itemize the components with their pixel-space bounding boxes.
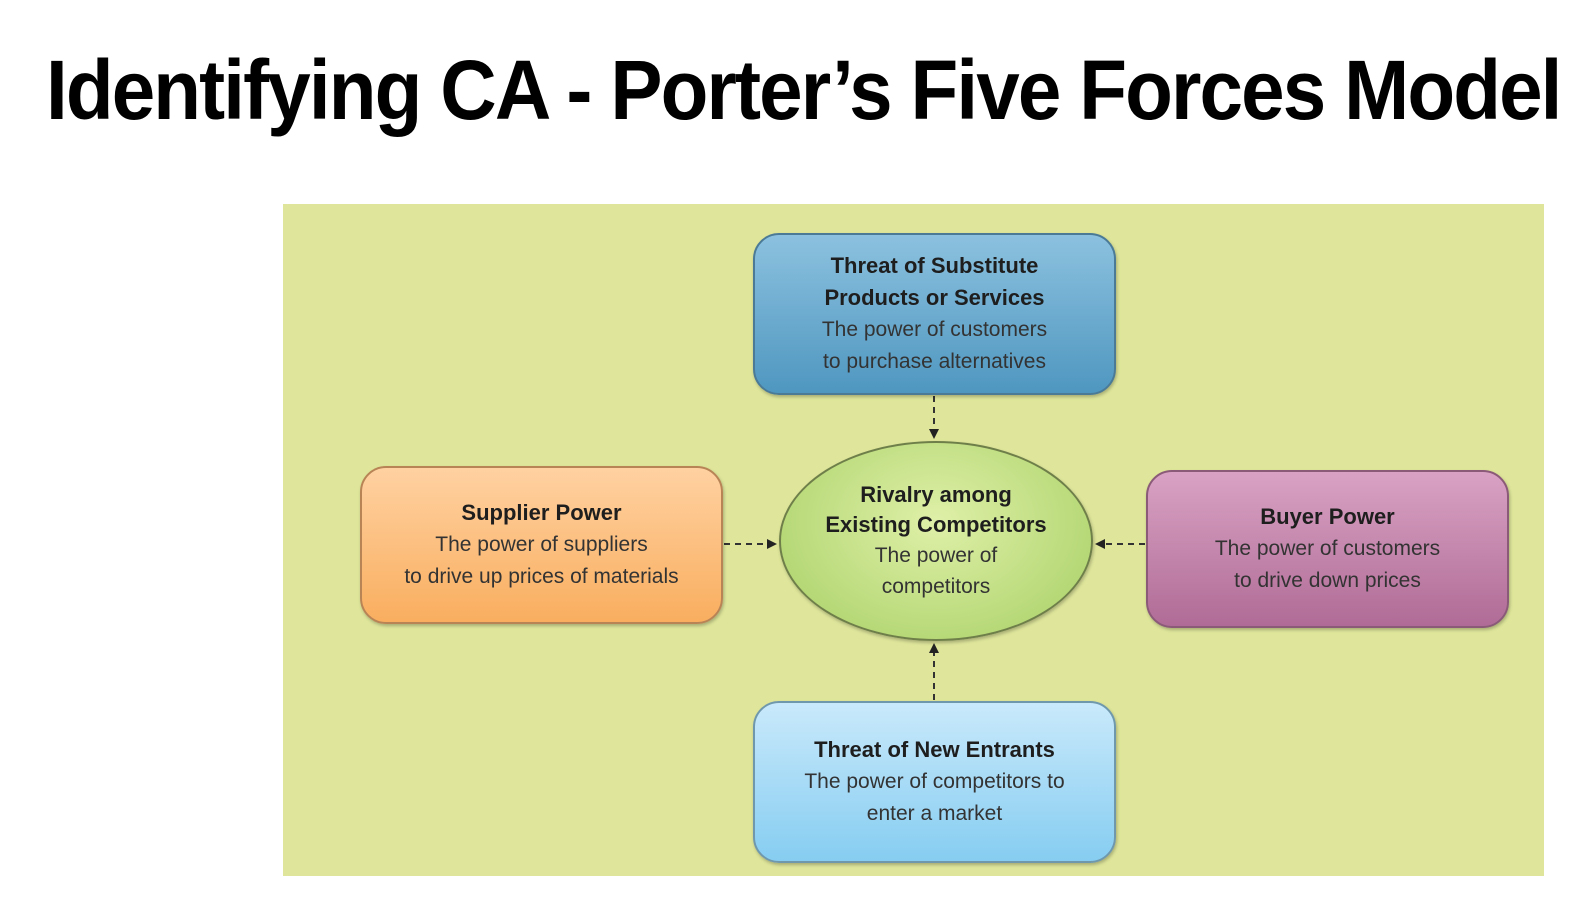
rivalry-desc-line2: competitors <box>881 575 991 598</box>
substitute-desc-line2: to purchase alternatives <box>823 350 1046 373</box>
substitute-heading-line2: Products or Services <box>824 285 1045 310</box>
connector-arrows <box>724 396 1145 700</box>
supplier-desc-line1: The power of suppliers <box>435 533 648 556</box>
rivalry-desc-line1: The power of <box>874 544 998 567</box>
rivalry-heading-line2: Existing Competitors <box>825 512 1047 537</box>
five-forces-diagram: Threat of Substitute Products or Service… <box>283 204 1544 876</box>
threat-of-new-entrants-box: Threat of New Entrants The power of comp… <box>753 701 1116 863</box>
entrants-desc-line1: The power of competitors to <box>804 770 1065 793</box>
threat-of-substitutes-box: Threat of Substitute Products or Service… <box>753 233 1116 395</box>
substitute-desc-line1: The power of customers <box>821 318 1048 341</box>
buyer-heading: Buyer Power <box>1260 504 1395 529</box>
supplier-heading: Supplier Power <box>461 500 622 525</box>
substitute-heading-line1: Threat of Substitute <box>830 253 1039 278</box>
rivalry-ellipse: Rivalry among Existing Competitors The p… <box>779 441 1093 641</box>
rivalry-heading-line1: Rivalry among <box>860 482 1012 507</box>
entrants-heading: Threat of New Entrants <box>814 737 1055 762</box>
buyer-power-box: Buyer Power The power of customers to dr… <box>1146 470 1509 628</box>
entrants-desc-line2: enter a market <box>866 802 1003 825</box>
buyer-desc-line2: to drive down prices <box>1234 569 1421 592</box>
slide-title: Identifying CA - Porter’s Five Forces Mo… <box>46 43 1562 137</box>
supplier-desc-line2: to drive up prices of materials <box>404 565 679 588</box>
buyer-desc-line1: The power of customers <box>1214 537 1441 560</box>
supplier-power-box: Supplier Power The power of suppliers to… <box>360 466 723 624</box>
